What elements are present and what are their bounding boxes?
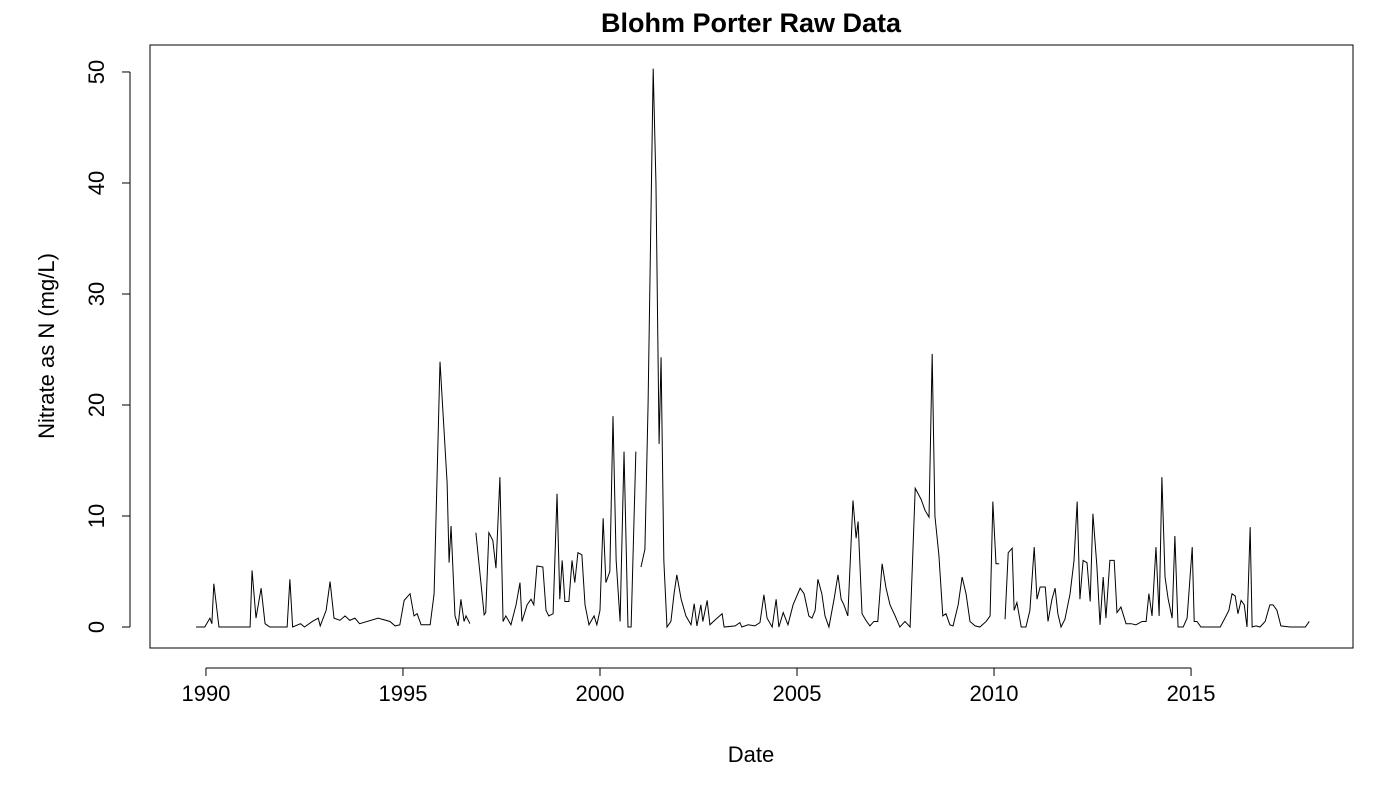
y-tick-label: 30 — [84, 282, 109, 306]
x-tick-label: 1995 — [378, 681, 427, 706]
x-tick-label: 2000 — [576, 681, 625, 706]
x-axis-label: Date — [728, 742, 774, 767]
x-tick-label: 2015 — [1167, 681, 1216, 706]
y-tick-label: 20 — [84, 393, 109, 417]
chart-title: Blohm Porter Raw Data — [601, 8, 902, 38]
y-tick-label: 0 — [84, 621, 109, 633]
y-tick-label: 50 — [84, 60, 109, 84]
y-tick-label: 10 — [84, 504, 109, 528]
x-tick-label: 1990 — [181, 681, 230, 706]
y-tick-label: 40 — [84, 171, 109, 195]
plot-box — [149, 44, 1354, 649]
data-line — [196, 68, 1310, 629]
y-axis-label: Nitrate as N (mg/L) — [34, 253, 59, 439]
x-tick-label: 2005 — [773, 681, 822, 706]
x-tick-label: 2010 — [970, 681, 1019, 706]
